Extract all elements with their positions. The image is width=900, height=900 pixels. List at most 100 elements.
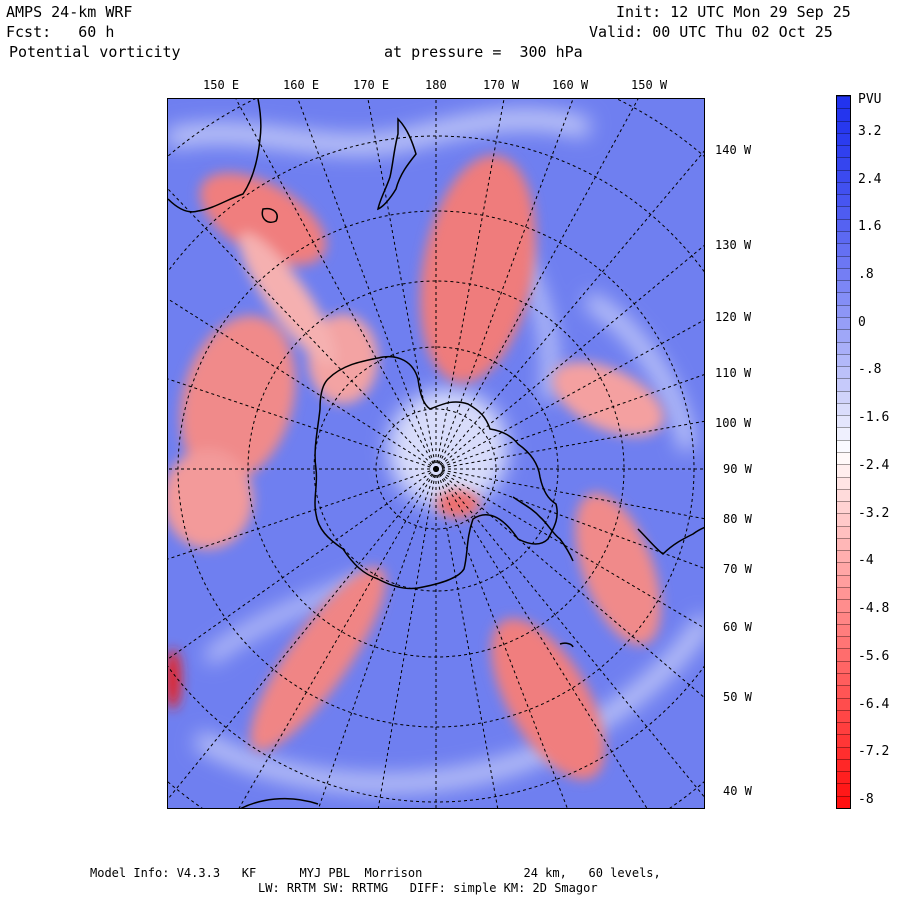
colorbar-segment (837, 464, 850, 478)
colorbar-segment (837, 562, 850, 576)
colorbar-segment (837, 378, 850, 392)
colorbar-segment (837, 132, 850, 146)
colorbar-divider (837, 660, 850, 662)
colorbar-segment (837, 525, 850, 539)
colorbar-segment (837, 145, 850, 158)
colorbar-segment (837, 513, 850, 527)
colorbar-segment (837, 316, 850, 330)
colorbar-divider (837, 329, 850, 331)
lon-label-170e: 170 E (353, 78, 390, 92)
colorbar-divider (837, 415, 850, 417)
colorbar-divider (837, 390, 850, 392)
colorbar-tick-label: -5.6 (858, 648, 890, 664)
colorbar-tick-label: -6.4 (858, 696, 890, 712)
colorbar-segment (837, 366, 850, 379)
colorbar-divider (837, 562, 850, 564)
forecast-hour: Fcst: 60 h (6, 23, 115, 41)
colorbar-divider (837, 231, 850, 233)
lon-label-100w: 100 W (715, 416, 752, 430)
colorbar-segment (837, 304, 850, 318)
colorbar-segment (837, 415, 850, 428)
colorbar-divider (837, 366, 850, 368)
colorbar-divider (837, 145, 850, 147)
lon-label-150e: 150 E (203, 78, 240, 92)
colorbar-segment (837, 550, 850, 563)
model-title: AMPS 24-km WRF (6, 3, 133, 21)
coastlines (168, 99, 704, 808)
africa-coastline (240, 797, 319, 808)
colorbar-segment (837, 280, 850, 293)
colorbar-segment (837, 722, 850, 735)
colorbar-tick-label: -7.2 (858, 744, 890, 760)
colorbar-divider (837, 722, 850, 724)
colorbar-segment (837, 599, 850, 613)
colorbar-divider (837, 795, 850, 797)
lon-label-50w: 50 W (723, 690, 752, 704)
colorbar-divider (837, 611, 850, 613)
model-info-line2: LW: RRTM SW: RRTMG DIFF: simple KM: 2D S… (258, 881, 598, 895)
model-info-line1: Model Info: V4.3.3 KF MYJ PBL Morrison 2… (90, 866, 661, 880)
colorbar-segment (837, 120, 850, 134)
colorbar-divider (837, 120, 850, 122)
colorbar-divider (837, 341, 850, 343)
colorbar-divider (837, 734, 850, 736)
colorbar-segment (837, 685, 850, 698)
colorbar-unit: PVU (858, 92, 882, 107)
new-zealand-coastline (376, 117, 417, 211)
init-time: Init: 12 UTC Mon 29 Sep 25 (616, 3, 851, 21)
colorbar-segment (837, 537, 850, 551)
colorbar-divider (837, 353, 850, 355)
colorbar-segment (837, 746, 850, 760)
colorbar-tick-label: 3.2 (858, 123, 882, 139)
colorbar-tick-label: -1.6 (858, 410, 890, 426)
colorbar-segment (837, 194, 850, 207)
colorbar-segment (837, 783, 850, 797)
field-name: Potential vorticity (9, 43, 181, 61)
colorbar-divider (837, 243, 850, 245)
colorbar-segment (837, 587, 850, 600)
colorbar-segment (837, 672, 850, 686)
colorbar-segment (837, 709, 850, 723)
colorbar-divider (837, 280, 850, 282)
colorbar-divider (837, 685, 850, 687)
colorbar-segment (837, 697, 850, 711)
potential-vorticity-map (167, 98, 705, 809)
colorbar-segment (837, 255, 850, 269)
colorbar-divider (837, 439, 850, 441)
colorbar-segment (837, 267, 850, 281)
colorbar-tick-label: 2.4 (858, 171, 882, 187)
colorbar-segment (837, 488, 850, 502)
lon-label-170w: 170 W (483, 78, 520, 92)
pressure-level: at pressure = 300 hPa (384, 43, 583, 61)
colorbar-divider (837, 206, 850, 208)
colorbar-divider (837, 488, 850, 490)
colorbar-divider (837, 771, 850, 773)
colorbar-divider (837, 513, 850, 515)
lon-label-160w: 160 W (552, 78, 589, 92)
lon-label-110w: 110 W (715, 366, 752, 380)
antarctic-peninsula-coastline (512, 496, 574, 562)
colorbar-segment (837, 390, 850, 404)
colorbar-tick-label: -4.8 (858, 601, 890, 617)
colorbar-divider (837, 464, 850, 466)
colorbar-tick-label: -4 (858, 553, 874, 569)
colorbar-segment (837, 476, 850, 490)
colorbar-tick-label: -.8 (858, 362, 882, 378)
colorbar-divider (837, 96, 850, 97)
colorbar-segment (837, 353, 850, 367)
colorbar-segment (837, 231, 850, 244)
colorbar-divider (837, 267, 850, 269)
colorbar-segment (837, 636, 850, 649)
colorbar-segment (837, 181, 850, 195)
lon-label-70w: 70 W (723, 562, 752, 576)
colorbar-divider (837, 599, 850, 601)
colorbar-tick-label: 1.6 (858, 219, 882, 235)
colorbar-segment (837, 439, 850, 453)
colorbar-segment (837, 758, 850, 772)
colorbar-divider (837, 402, 850, 404)
lon-label-140w: 140 W (715, 143, 752, 157)
lon-label-130w: 130 W (715, 238, 752, 252)
colorbar-divider (837, 501, 850, 503)
colorbar-tick-label: -8 (858, 792, 874, 807)
